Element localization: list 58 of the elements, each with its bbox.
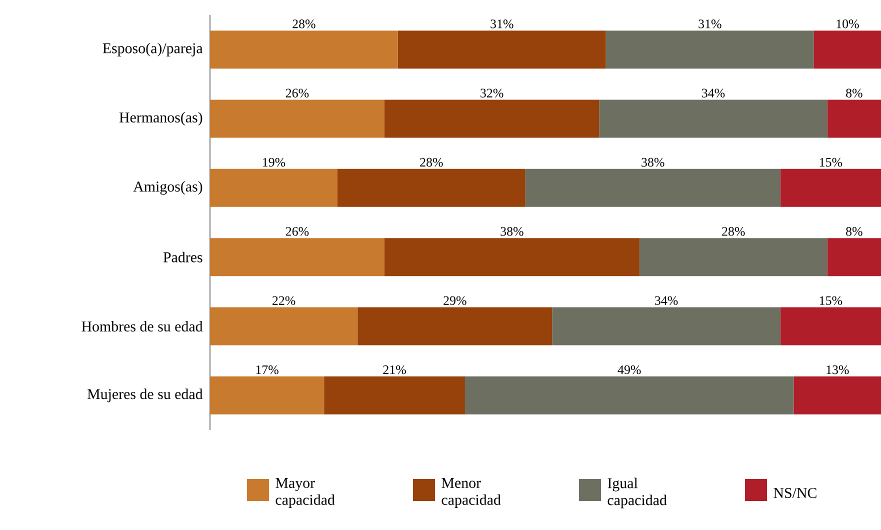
bar xyxy=(827,238,881,276)
legend-label: NS/NC xyxy=(774,488,816,498)
bar xyxy=(210,376,324,414)
legend-label: Mayor capacidad xyxy=(276,478,335,508)
bar xyxy=(384,238,640,276)
data-label: 21% xyxy=(383,365,406,374)
data-label: 38% xyxy=(642,158,664,167)
y-tick-label: Hombres de su edad xyxy=(82,321,203,332)
data-label: 29% xyxy=(444,296,466,305)
y-tick-label: Esposo(a)/pareja xyxy=(102,42,203,56)
bar xyxy=(525,168,780,207)
data-label: 34% xyxy=(655,296,678,305)
data-label: 28% xyxy=(420,158,443,167)
data-label: 10% xyxy=(836,20,859,28)
data-label: 31% xyxy=(698,20,722,28)
bar xyxy=(606,30,814,69)
bar xyxy=(794,376,881,414)
legend-label: Igual capacidad xyxy=(608,478,667,508)
bar xyxy=(780,168,881,207)
bar xyxy=(337,168,526,207)
bar xyxy=(210,307,358,346)
data-label: 32% xyxy=(480,88,504,98)
y-tick-label: Amigos(as) xyxy=(133,181,202,195)
data-label: 28% xyxy=(722,227,745,236)
data-label: 17% xyxy=(256,365,278,374)
data-label: 38% xyxy=(500,227,524,236)
bar xyxy=(358,307,552,346)
y-tick-label: Hermanos(as) xyxy=(119,112,202,126)
bar xyxy=(210,168,338,207)
bar xyxy=(398,30,606,69)
data-label: 15% xyxy=(820,296,842,305)
bar xyxy=(827,100,881,138)
data-label: 8% xyxy=(846,227,862,236)
data-label: 8% xyxy=(846,88,862,98)
y-tick-label: Mujeres de su edad xyxy=(87,388,203,402)
y-tick-label: Padres xyxy=(163,252,202,262)
bar xyxy=(384,100,600,138)
data-label: 26% xyxy=(286,227,309,236)
bar xyxy=(210,30,398,69)
data-label: 19% xyxy=(263,158,286,167)
data-label: 15% xyxy=(820,158,842,167)
bar xyxy=(599,100,828,138)
bar xyxy=(552,307,780,346)
bar xyxy=(814,30,881,69)
bar xyxy=(780,307,881,346)
data-label: 34% xyxy=(702,88,725,98)
legend-label: Menor capacidad xyxy=(442,478,501,508)
bar xyxy=(210,100,384,138)
bar xyxy=(639,238,828,276)
data-label: 22% xyxy=(272,296,296,305)
bar xyxy=(324,376,465,414)
bar xyxy=(464,376,794,414)
bar xyxy=(210,238,384,276)
data-label: 13% xyxy=(826,365,849,374)
data-label: 49% xyxy=(618,365,641,374)
data-label: 26% xyxy=(286,88,309,98)
data-label: 28% xyxy=(292,20,316,28)
data-label: 31% xyxy=(490,20,514,28)
